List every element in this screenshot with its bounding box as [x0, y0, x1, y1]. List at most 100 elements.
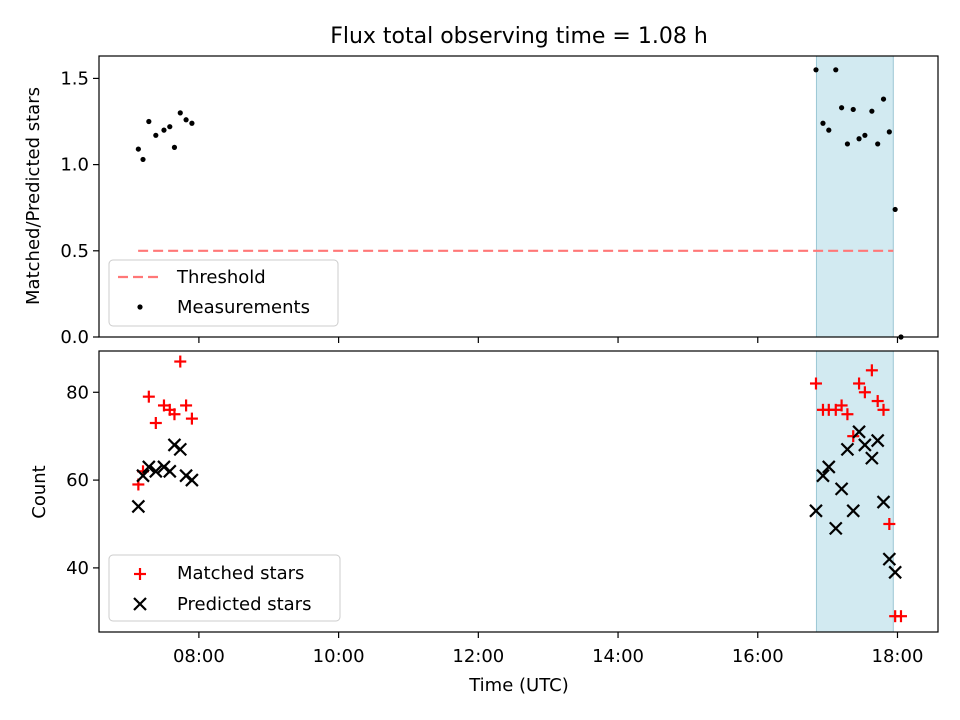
y-tick-label-top: 1.0 [60, 155, 89, 176]
predicted-star-point [852, 425, 866, 439]
x-tick-label: 16:00 [732, 646, 784, 667]
predicted-star-point [149, 464, 163, 479]
legend-matched-swatch [134, 568, 146, 580]
y-tick-label-bottom: 60 [66, 470, 89, 491]
matched-star-point [853, 377, 866, 390]
matched-star-point [871, 395, 884, 408]
x-tick-label: 18:00 [872, 646, 924, 667]
predicted-star-point [834, 482, 849, 496]
y-tick-label-top: 0.5 [60, 241, 89, 262]
measurement-point [856, 136, 862, 142]
measurement-point [880, 96, 887, 102]
y-tick-label-top: 0.0 [60, 327, 89, 348]
predicted-star-point [828, 521, 843, 536]
legend-predicted-swatch [133, 597, 147, 611]
measurement-point [826, 127, 832, 133]
measurement-point [135, 146, 141, 152]
y-axis-label-top: Matched/Predicted stars [23, 87, 44, 305]
legend-measurements-swatch [137, 304, 143, 310]
y-tick-label-bottom: 80 [66, 382, 89, 403]
panel-ratio: 0.0 0.5 1.0 1.5 Matched/Predicted stars Thr… [23, 55, 939, 348]
y-tick-label-top: 1.5 [60, 68, 89, 89]
measurement-point [813, 67, 819, 73]
measurement-point [171, 144, 178, 150]
legend-measurements-label: Measurements [177, 297, 310, 318]
predicted-star-point [846, 504, 861, 518]
legend-bottom: Matched stars Predicted stars [108, 554, 341, 622]
measurement-point [177, 110, 183, 116]
matched-star-point [894, 610, 907, 623]
x-tick-label: 14:00 [592, 646, 644, 667]
measurement-point [850, 106, 856, 113]
measurement-point [875, 141, 881, 147]
predicted-star-point [131, 499, 146, 514]
matched-star-point [865, 364, 878, 377]
axes-frame-top [98, 55, 939, 338]
matched-star-point [149, 417, 162, 430]
predicted-star-point [816, 468, 830, 483]
legend-top: Threshold Measurements [108, 259, 339, 327]
predicted-star-point [876, 495, 891, 509]
x-tick-label: 12:00 [452, 646, 504, 667]
predicted-star-point [865, 451, 879, 465]
matched-star-point [841, 408, 854, 421]
measurement-point [886, 129, 892, 135]
measurement-points [135, 67, 904, 340]
matched-star-point [858, 386, 871, 399]
panel-counts: 40 60 80 08:00 10:00 12:00 14:00 16:00 18:00 Cou… [29, 350, 939, 696]
predicted-star-point [882, 552, 897, 566]
measurement-point [892, 206, 898, 213]
measurement-point [167, 124, 173, 130]
matched-star-point [142, 390, 155, 403]
matched-star-point [168, 408, 181, 421]
measurement-point [869, 108, 875, 114]
ticks-bottom: 40 60 80 08:00 10:00 12:00 14:00 16:00 18:00 [66, 382, 923, 667]
matched-star-point [185, 412, 198, 425]
shaded-region-top [815, 55, 894, 338]
y-tick-label-bottom: 40 [66, 558, 89, 579]
x-axis-label: Time (UTC) [468, 675, 569, 696]
predicted-star-point [163, 464, 177, 479]
matched-star-point [809, 377, 822, 390]
predicted-star-point [888, 565, 902, 580]
legend-box-bottom [108, 554, 341, 622]
matched-star-point [883, 517, 896, 530]
predicted-star-point [809, 504, 823, 518]
legend-box-top [108, 259, 339, 327]
chart-title: Flux total observing time = 1.08 h [330, 24, 708, 49]
measurement-point [161, 127, 167, 133]
ticks-top: 0.0 0.5 1.0 1.5 [60, 68, 899, 348]
matched-star-point [180, 399, 193, 412]
matched-star-point [835, 399, 848, 412]
y-axis-label-bottom: Count [29, 465, 50, 518]
axes-frame-bottom [98, 350, 939, 633]
measurement-point [862, 132, 868, 138]
legend-threshold-label: Threshold [176, 267, 266, 288]
predicted-star-point [173, 442, 188, 457]
measurement-point [140, 156, 146, 163]
matched-star-point [877, 403, 890, 416]
legend-matched-label: Matched stars [177, 563, 304, 584]
count-points [131, 355, 907, 623]
matched-star-point [174, 355, 187, 368]
measurement-point [820, 120, 826, 126]
measurement-point [838, 105, 845, 111]
predicted-star-point [142, 460, 156, 474]
legend-predicted-label: Predicted stars [177, 594, 311, 615]
measurement-point [844, 141, 851, 147]
measurement-point [183, 117, 189, 123]
measurement-point [189, 120, 195, 126]
measurement-point [153, 132, 159, 138]
predicted-star-point [840, 442, 855, 457]
measurement-point [146, 118, 152, 125]
shaded-region-bottom [815, 350, 894, 633]
predicted-star-point [822, 460, 836, 474]
predicted-star-point [136, 468, 150, 483]
predicted-star-point [185, 473, 199, 487]
measurement-point [833, 67, 839, 73]
predicted-star-point [858, 438, 872, 452]
x-tick-label: 10:00 [313, 646, 365, 667]
predicted-star-point [870, 433, 885, 448]
x-tick-label: 08:00 [173, 646, 225, 667]
